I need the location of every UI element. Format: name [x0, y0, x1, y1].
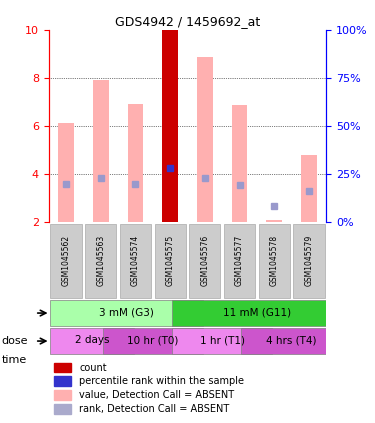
FancyBboxPatch shape	[102, 328, 203, 354]
FancyBboxPatch shape	[120, 224, 151, 297]
Bar	[197, 57, 213, 222]
Text: count: count	[79, 363, 107, 373]
Text: 1 hr (T1): 1 hr (T1)	[200, 335, 244, 346]
FancyBboxPatch shape	[172, 300, 342, 326]
Text: value, Detection Call = ABSENT: value, Detection Call = ABSENT	[79, 390, 234, 400]
FancyBboxPatch shape	[259, 224, 290, 297]
Text: 4 hrs (T4): 4 hrs (T4)	[266, 335, 317, 346]
Bar	[54, 390, 71, 400]
Text: GSM1045562: GSM1045562	[62, 235, 70, 286]
FancyBboxPatch shape	[172, 328, 273, 354]
Bar	[232, 105, 248, 222]
Text: GSM1045576: GSM1045576	[200, 235, 209, 286]
Text: GSM1045577: GSM1045577	[235, 235, 244, 286]
Text: dose: dose	[2, 335, 28, 346]
Text: GSM1045574: GSM1045574	[131, 235, 140, 286]
Bar	[54, 376, 71, 386]
Bar	[301, 155, 317, 222]
Text: 2 days: 2 days	[75, 335, 109, 346]
Text: GSM1045578: GSM1045578	[270, 235, 279, 286]
Text: GSM1045579: GSM1045579	[304, 235, 313, 286]
FancyBboxPatch shape	[189, 224, 220, 297]
Bar	[93, 80, 109, 222]
Bar	[128, 104, 143, 222]
Text: 3 mM (G3): 3 mM (G3)	[99, 308, 154, 318]
Text: 10 hr (T0): 10 hr (T0)	[127, 335, 178, 346]
Text: GSM1045563: GSM1045563	[96, 235, 105, 286]
FancyBboxPatch shape	[293, 224, 324, 297]
Bar	[162, 30, 178, 222]
Text: 11 mM (G11): 11 mM (G11)	[223, 308, 291, 318]
FancyBboxPatch shape	[154, 224, 186, 297]
Bar	[54, 404, 71, 414]
FancyBboxPatch shape	[51, 224, 82, 297]
Bar	[54, 363, 71, 372]
FancyBboxPatch shape	[51, 328, 134, 354]
Text: GDS4942 / 1459692_at: GDS4942 / 1459692_at	[115, 15, 260, 28]
FancyBboxPatch shape	[241, 328, 342, 354]
Bar	[58, 124, 74, 222]
FancyBboxPatch shape	[224, 224, 255, 297]
Text: rank, Detection Call = ABSENT: rank, Detection Call = ABSENT	[79, 404, 230, 414]
Text: percentile rank within the sample: percentile rank within the sample	[79, 376, 244, 386]
Text: time: time	[2, 355, 27, 365]
FancyBboxPatch shape	[51, 300, 203, 326]
Text: GSM1045575: GSM1045575	[166, 235, 175, 286]
Bar	[266, 220, 282, 222]
FancyBboxPatch shape	[85, 224, 116, 297]
